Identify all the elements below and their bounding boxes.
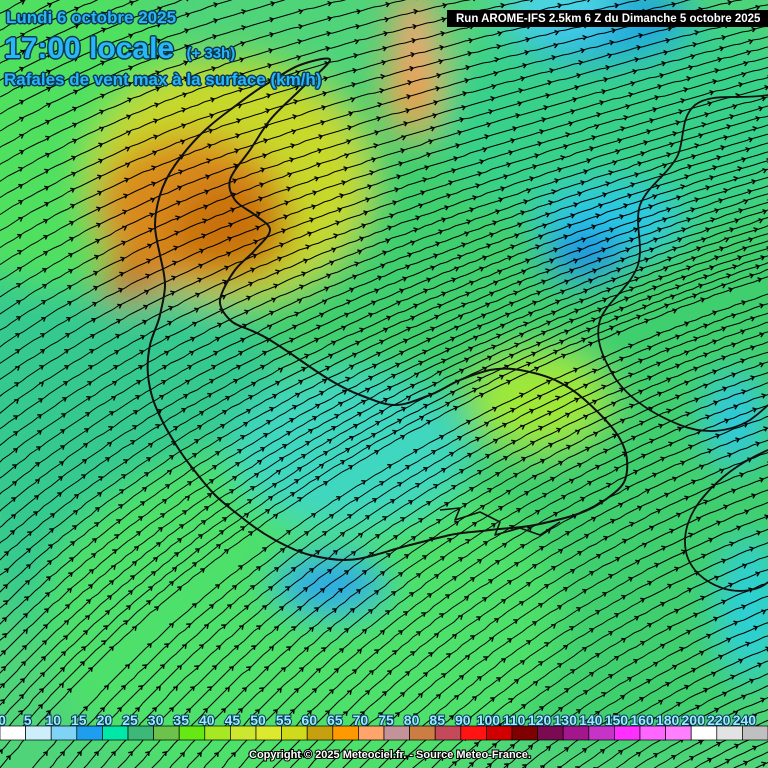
svg-text:50: 50	[250, 712, 266, 728]
svg-text:15: 15	[71, 712, 87, 728]
svg-text:240: 240	[733, 712, 757, 728]
svg-text:45: 45	[225, 712, 241, 728]
svg-text:140: 140	[579, 712, 603, 728]
svg-text:75: 75	[378, 712, 394, 728]
svg-text:0: 0	[0, 712, 6, 728]
svg-text:30: 30	[148, 712, 164, 728]
svg-text:180: 180	[656, 712, 680, 728]
svg-text:55: 55	[276, 712, 292, 728]
svg-text:5: 5	[24, 712, 32, 728]
svg-text:160: 160	[630, 712, 654, 728]
svg-text:60: 60	[301, 712, 317, 728]
svg-text:130: 130	[554, 712, 578, 728]
svg-text:80: 80	[404, 712, 420, 728]
svg-text:20: 20	[97, 712, 113, 728]
svg-text:25: 25	[122, 712, 138, 728]
svg-text:220: 220	[707, 712, 731, 728]
svg-text:200: 200	[682, 712, 706, 728]
svg-text:35: 35	[173, 712, 189, 728]
svg-text:85: 85	[429, 712, 445, 728]
svg-text:10: 10	[45, 712, 61, 728]
svg-text:90: 90	[455, 712, 471, 728]
svg-text:65: 65	[327, 712, 343, 728]
svg-text:150: 150	[605, 712, 629, 728]
svg-text:100: 100	[477, 712, 501, 728]
svg-text:110: 110	[503, 712, 526, 728]
svg-text:70: 70	[353, 712, 369, 728]
svg-text:120: 120	[528, 712, 552, 728]
svg-text:40: 40	[199, 712, 215, 728]
